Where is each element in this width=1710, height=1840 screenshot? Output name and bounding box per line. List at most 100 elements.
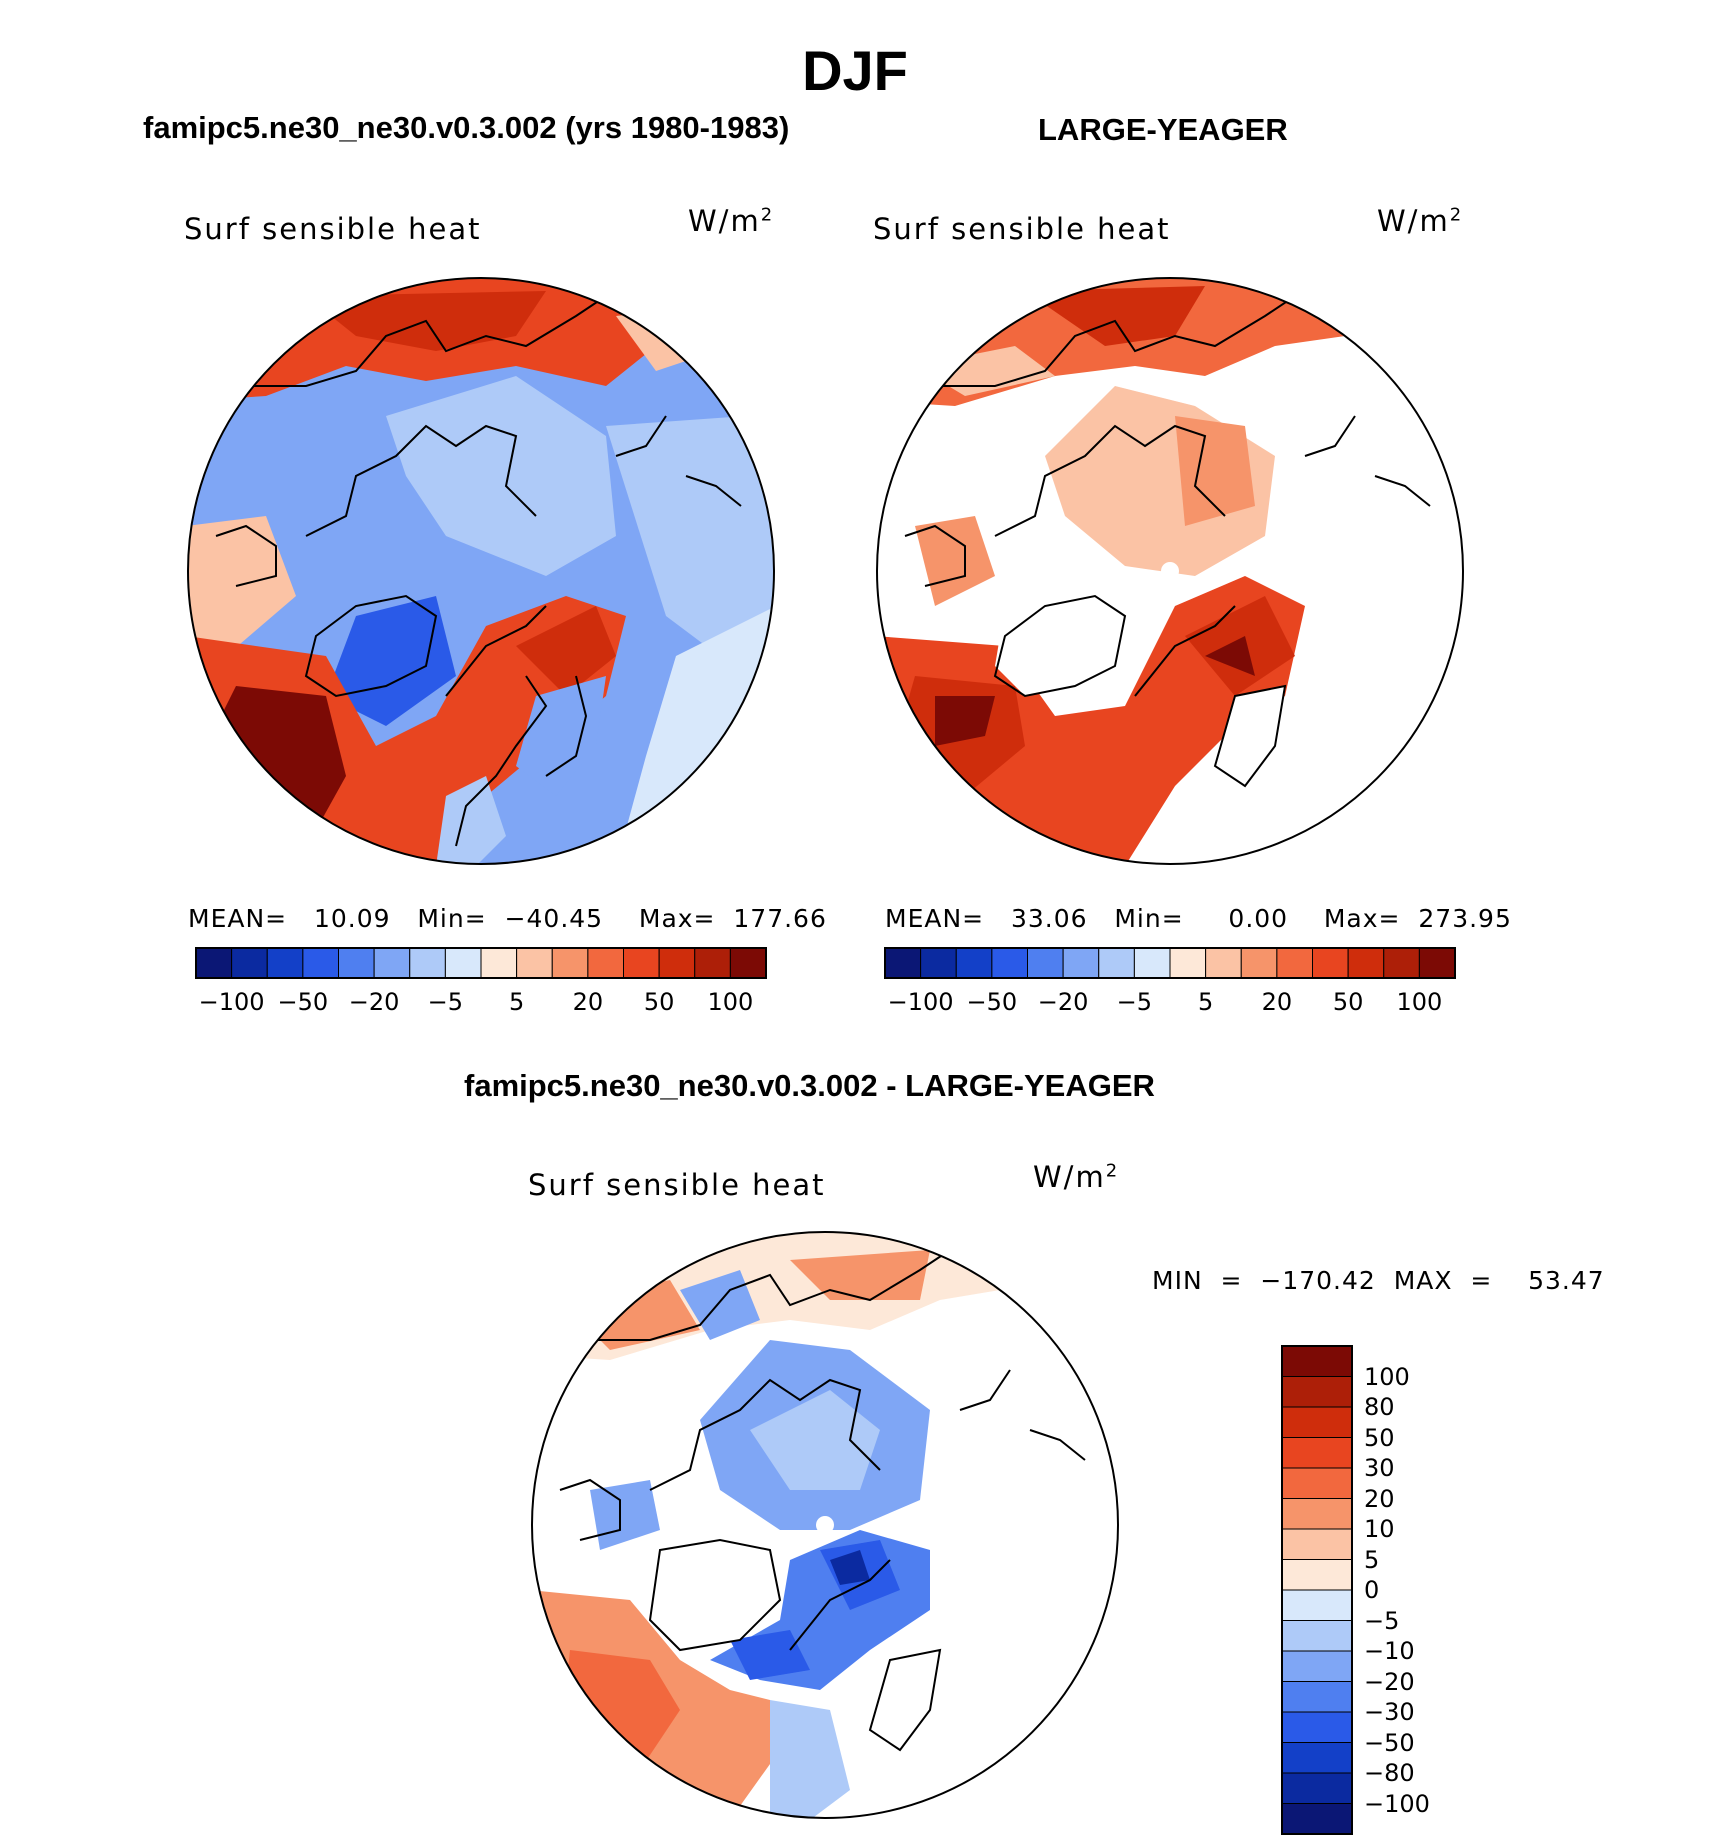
colorbar-swatch [955, 947, 993, 979]
colorbar-tick-label: −20 [1364, 1667, 1415, 1696]
colorbar-tick-label: 30 [1364, 1454, 1395, 1482]
colorbar-swatch [195, 947, 233, 979]
colorbar-swatch [373, 947, 411, 979]
colorbar-tick-label: 10 [1364, 1515, 1395, 1543]
colorbar-swatch [1281, 1650, 1353, 1682]
right-polar-map [876, 277, 1464, 865]
colorbar-tick-label: −5 [427, 988, 464, 1016]
colorbar-swatch [991, 947, 1028, 979]
colorbar-swatch [1281, 1498, 1353, 1530]
left-colorbar-labels: −100 −50 −20 −5 5 20 50 100 [196, 988, 766, 1020]
colorbar-swatch [1281, 1620, 1353, 1652]
colorbar-tick-label: −50 [277, 988, 329, 1016]
right-units: W/m2 [1377, 204, 1464, 238]
right-panel-title: LARGE-YEAGER [1038, 112, 1288, 147]
colorbar-swatch [480, 947, 518, 979]
colorbar-swatch [444, 947, 482, 979]
colorbar-swatch [1281, 1528, 1353, 1560]
colorbar-tick-label: −100 [198, 988, 265, 1016]
colorbar-tick-label: 100 [1396, 988, 1443, 1016]
colorbar-swatch [694, 947, 731, 979]
colorbar-tick-label: −50 [1364, 1728, 1415, 1757]
bottom-polar-map [531, 1231, 1119, 1819]
colorbar-tick-label: −5 [1116, 988, 1153, 1016]
colorbar-swatch [1098, 947, 1135, 979]
colorbar-tick-label: 5 [508, 988, 525, 1016]
left-stats: MEAN= 10.09 Min= −40.45 Max= 177.66 [188, 904, 827, 933]
colorbar-tick-label: 5 [1197, 988, 1214, 1016]
colorbar-swatch [1347, 947, 1385, 979]
colorbar-swatch [1240, 947, 1278, 979]
colorbar-swatch [1169, 947, 1207, 979]
bottom-panel-title: famipc5.ne30_ne30.v0.3.002 - LARGE-YEAGE… [464, 1068, 1155, 1103]
colorbar-tick-label: −5 [1364, 1606, 1400, 1635]
left-units: W/m2 [688, 204, 775, 238]
colorbar-swatch [409, 947, 446, 979]
colorbar-tick-label: 100 [1364, 1362, 1410, 1391]
colorbar-swatch [1281, 1803, 1353, 1835]
bottom-units: W/m2 [1033, 1160, 1120, 1194]
colorbar-swatch [1312, 947, 1349, 979]
colorbar-swatch [551, 947, 589, 979]
colorbar-tick-label: 50 [643, 988, 675, 1016]
left-variable-label: Surf sensible heat [184, 212, 482, 246]
colorbar-swatch [516, 947, 553, 979]
bottom-variable-label: Surf sensible heat [528, 1168, 826, 1202]
colorbar-tick-label: 5 [1364, 1545, 1380, 1574]
figure-title: DJF [802, 39, 908, 102]
colorbar-tick-label: 50 [1332, 988, 1364, 1016]
colorbar-swatch [1383, 947, 1420, 979]
colorbar-swatch [1281, 1589, 1353, 1621]
colorbar-tick-label: 100 [707, 988, 754, 1016]
right-colorbar [884, 947, 1456, 979]
colorbar-swatch [1281, 1406, 1353, 1438]
colorbar-tick-label: −10 [1364, 1637, 1415, 1665]
colorbar-swatch [587, 947, 624, 979]
colorbar-tick-label: −50 [966, 988, 1018, 1016]
colorbar-swatch [884, 947, 922, 979]
colorbar-tick-label: 50 [1364, 1423, 1395, 1452]
colorbar-tick-label: −20 [348, 988, 400, 1016]
right-colorbar-labels: −100 −50 −20 −5 5 20 50 100 [885, 988, 1455, 1020]
colorbar-tick-label: 0 [1364, 1576, 1380, 1604]
colorbar-swatch [1281, 1742, 1353, 1774]
colorbar-swatch [1281, 1559, 1353, 1591]
colorbar-swatch [338, 947, 375, 979]
left-panel-title: famipc5.ne30_ne30.v0.3.002 (yrs 1980-198… [143, 110, 790, 145]
colorbar-swatch [1027, 947, 1064, 979]
colorbar-swatch [1281, 1345, 1353, 1377]
colorbar-swatch [1133, 947, 1171, 979]
colorbar-swatch [658, 947, 696, 979]
colorbar-tick-label: 20 [572, 988, 604, 1016]
colorbar-swatch [1276, 947, 1313, 979]
colorbar-tick-label: −80 [1364, 1759, 1415, 1787]
colorbar-swatch [231, 947, 268, 979]
colorbar-swatch [1281, 1772, 1353, 1804]
colorbar-swatch [1062, 947, 1100, 979]
bottom-stats: MIN = −170.42 MAX = 53.47 [1152, 1266, 1605, 1295]
colorbar-swatch [623, 947, 660, 979]
colorbar-swatch [1281, 1711, 1353, 1743]
colorbar-swatch [1281, 1467, 1353, 1499]
colorbar-tick-label: 80 [1364, 1393, 1395, 1421]
colorbar-swatch [1281, 1376, 1353, 1408]
colorbar-swatch [920, 947, 957, 979]
right-variable-label: Surf sensible heat [873, 212, 1171, 246]
right-stats: MEAN= 33.06 Min= 0.00 Max= 273.95 [885, 904, 1512, 933]
colorbar-swatch [1418, 947, 1456, 979]
colorbar-tick-label: 20 [1261, 988, 1293, 1016]
colorbar-swatch [1281, 1681, 1353, 1713]
colorbar-tick-label: −30 [1364, 1698, 1415, 1726]
colorbar-tick-label: −100 [887, 988, 954, 1016]
colorbar-swatch [302, 947, 339, 979]
left-polar-map [187, 277, 775, 865]
bottom-colorbar-labels: 100 80 50 30 20 10 5 0 −5 −10 −20 −30 −50 −80 −100 [1360, 1346, 1480, 1836]
colorbar-swatch [1205, 947, 1242, 979]
colorbar-tick-label: −100 [1364, 1789, 1430, 1818]
left-colorbar [195, 947, 767, 979]
bottom-colorbar [1281, 1345, 1353, 1835]
colorbar-tick-label: −20 [1037, 988, 1089, 1016]
colorbar-swatch [266, 947, 304, 979]
colorbar-swatch [729, 947, 767, 979]
colorbar-tick-label: 20 [1364, 1484, 1395, 1513]
